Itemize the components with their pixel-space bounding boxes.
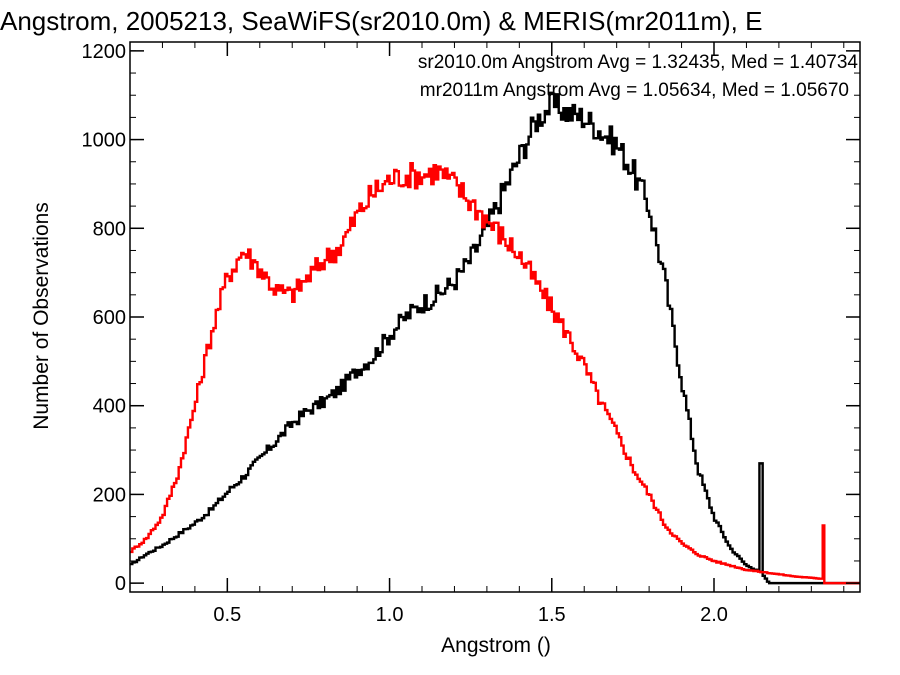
y-tick-label: 400 — [93, 396, 126, 418]
y-tick-label: 0 — [115, 573, 126, 595]
legend-entry-1: sr2010.0m Angstrom Avg = 1.32435, Med = … — [418, 52, 859, 73]
y-tick-label: 800 — [93, 218, 126, 240]
y-axis-label: Number of Observations — [30, 202, 53, 430]
series-line-1 — [130, 91, 860, 585]
plot-area: 0.5 1.0 1.5 2.0 0 200 400 600 800 1000 1200 — [82, 41, 861, 626]
x-axis-label: Angstrom () — [441, 634, 551, 657]
x-tick-label: 1.0 — [376, 604, 404, 626]
legend-entry-2: mr2011m Angstrom Avg = 1.05634, Med = 1.… — [420, 80, 849, 101]
y-tick-label: 1000 — [82, 130, 127, 152]
series-line-2 — [130, 161, 860, 585]
y-tick-label: 200 — [93, 484, 126, 506]
y-tick-label: 1200 — [82, 41, 127, 63]
x-tick-label: 2.0 — [700, 604, 728, 626]
plot-frame — [129, 41, 861, 593]
y-tick-label: 600 — [93, 307, 126, 329]
chart-title: Angstrom, 2005213, SeaWiFS(sr2010.0m) & … — [0, 6, 762, 36]
x-tick-label: 1.5 — [538, 604, 566, 626]
x-tick-label: 0.5 — [213, 604, 241, 626]
